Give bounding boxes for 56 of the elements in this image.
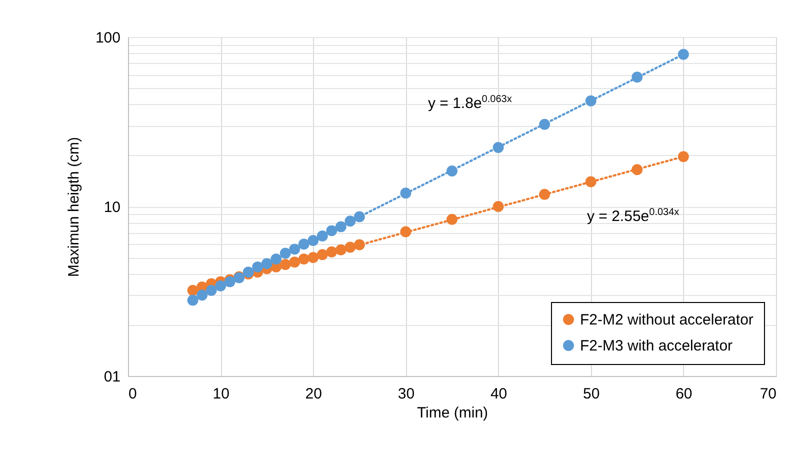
point bbox=[446, 166, 458, 176]
point bbox=[354, 211, 365, 222]
point bbox=[326, 246, 338, 258]
x-tick-label: 70 bbox=[760, 386, 776, 402]
point bbox=[298, 238, 310, 250]
y-tick-label: 10 bbox=[104, 199, 120, 216]
x-tick-label: 20 bbox=[305, 386, 322, 402]
point bbox=[289, 244, 300, 255]
point bbox=[316, 230, 328, 242]
point bbox=[354, 239, 365, 250]
point bbox=[206, 284, 217, 296]
point bbox=[400, 226, 412, 238]
point bbox=[187, 294, 198, 306]
annotation: y = 1.8e$^{0.063x}$ bbox=[428, 94, 512, 112]
point bbox=[261, 258, 272, 270]
point bbox=[492, 201, 504, 212]
point bbox=[316, 249, 328, 260]
point bbox=[678, 151, 689, 162]
point bbox=[539, 188, 550, 200]
y-axis-title: Maximun heigth (cm) bbox=[65, 136, 82, 278]
point bbox=[280, 259, 291, 270]
legend-label: F2-M3 with accelerator bbox=[580, 338, 733, 354]
point bbox=[215, 280, 226, 292]
point bbox=[400, 188, 412, 199]
point bbox=[289, 256, 300, 268]
x-tick-label: 50 bbox=[583, 386, 600, 402]
x-tick-label: 30 bbox=[398, 386, 415, 402]
point bbox=[280, 248, 291, 259]
x-tick-label: 10 bbox=[212, 386, 230, 402]
point bbox=[492, 142, 504, 153]
point bbox=[335, 221, 346, 232]
annotation: y = 2.55e$^{0.034x}$ bbox=[587, 207, 680, 225]
point bbox=[308, 252, 319, 263]
x-tick-label: 40 bbox=[490, 386, 508, 402]
point bbox=[446, 214, 458, 225]
x-axis-title: Time (min) bbox=[416, 404, 488, 422]
point bbox=[344, 242, 356, 253]
point bbox=[298, 254, 310, 264]
point bbox=[585, 95, 596, 106]
point bbox=[196, 290, 208, 301]
point bbox=[632, 72, 643, 83]
point bbox=[335, 244, 346, 256]
point bbox=[344, 216, 356, 227]
x-tick-label: 60 bbox=[676, 386, 692, 402]
point bbox=[326, 225, 338, 236]
x-tick-label: 0 bbox=[128, 386, 137, 402]
y-tick-label: 100 bbox=[95, 30, 120, 46]
legend-label: F2-M2 without accelerator bbox=[580, 312, 754, 328]
point bbox=[252, 261, 264, 272]
point bbox=[632, 164, 643, 176]
y-tick-label: 01 bbox=[104, 368, 120, 386]
point bbox=[308, 235, 319, 246]
point bbox=[678, 48, 689, 60]
point bbox=[270, 254, 282, 264]
point bbox=[585, 176, 596, 188]
point bbox=[539, 118, 550, 130]
